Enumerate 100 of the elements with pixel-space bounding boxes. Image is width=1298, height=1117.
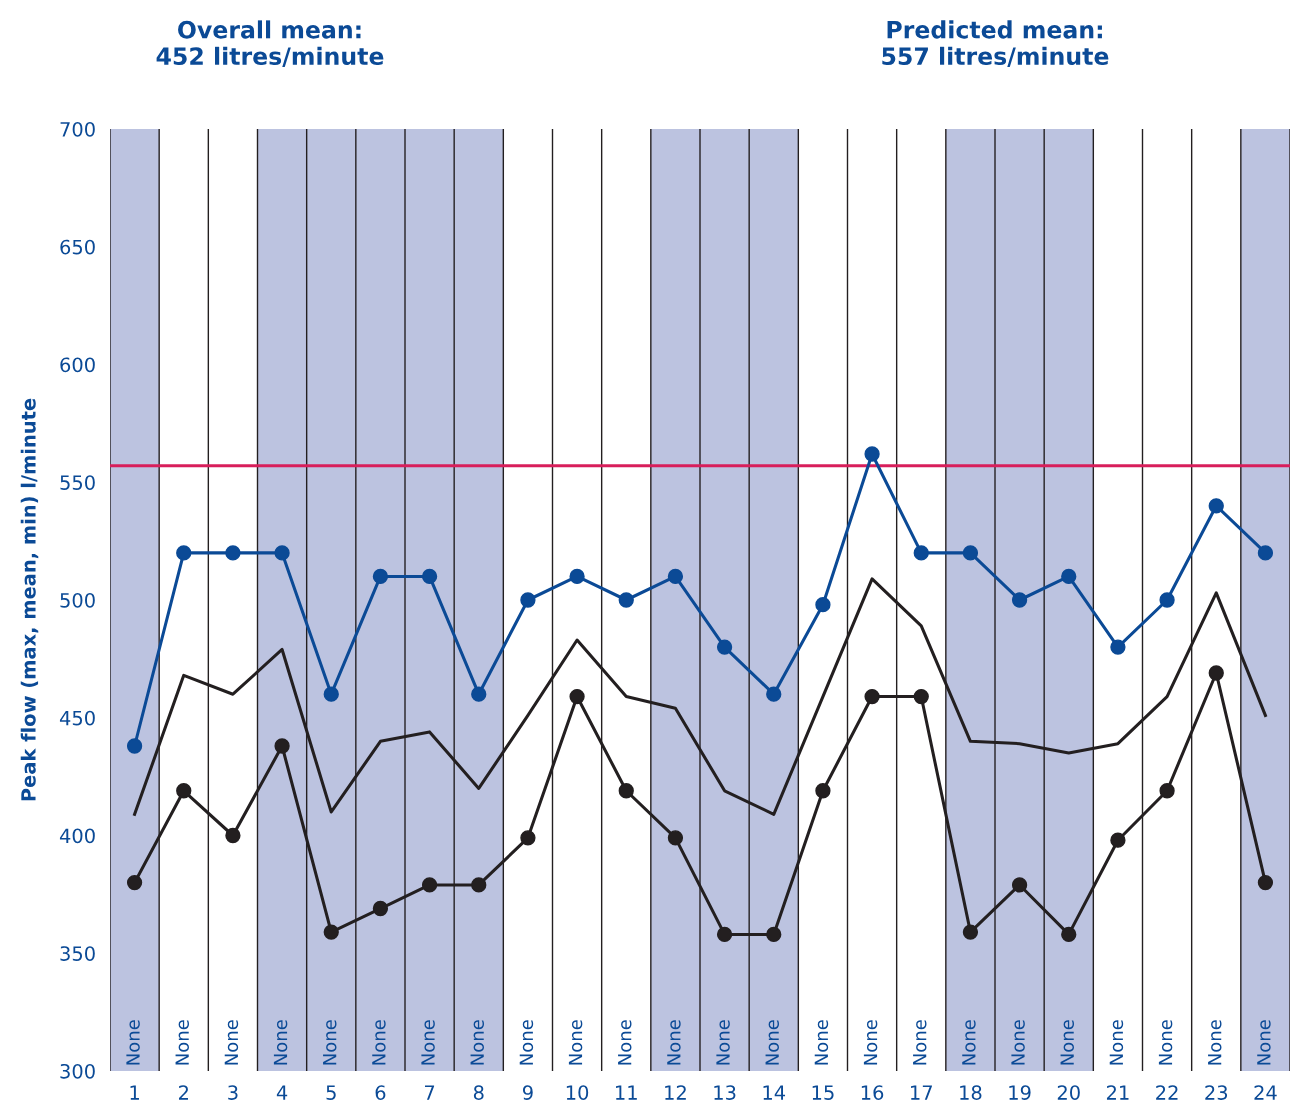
point xyxy=(1061,926,1077,943)
x-tick-label: 2 xyxy=(178,1085,188,1100)
y-tick-label: 300 xyxy=(60,1063,95,1079)
point xyxy=(815,783,831,799)
text: Predicted mean: 557 litres/minute xyxy=(882,20,1109,67)
x-tick-label: 15 xyxy=(812,1085,834,1100)
annotation: None xyxy=(519,1020,534,1065)
annotation: None xyxy=(1011,1020,1025,1065)
annotation: None xyxy=(1208,1020,1222,1065)
annotation: None xyxy=(962,1020,976,1065)
x-tick-label: 22 xyxy=(1156,1085,1178,1100)
annotation: None xyxy=(1109,1020,1124,1065)
y-tick-label: 550 xyxy=(60,475,95,490)
point xyxy=(225,827,241,844)
point xyxy=(864,688,880,705)
point xyxy=(520,592,536,608)
point xyxy=(176,545,192,561)
x-tick-label: 11 xyxy=(616,1085,637,1100)
point xyxy=(1159,783,1175,799)
x-tick-label: 3 xyxy=(228,1085,238,1100)
point xyxy=(274,545,290,561)
x-tick-label: 14 xyxy=(763,1085,786,1100)
annotation: None xyxy=(1257,1020,1271,1065)
point xyxy=(1011,592,1028,608)
point xyxy=(225,545,241,561)
y-tick-label: 700 xyxy=(60,121,95,137)
point xyxy=(913,688,929,705)
annotation: None xyxy=(814,1020,829,1065)
point xyxy=(864,446,880,462)
x-tick-label: 9 xyxy=(522,1085,533,1100)
point xyxy=(1110,639,1126,655)
point xyxy=(962,545,979,561)
point xyxy=(421,877,438,893)
x-tick-label: 13 xyxy=(714,1085,736,1100)
y-tick-label: 350 xyxy=(60,946,95,961)
point xyxy=(569,568,585,585)
y-tick-label: 450 xyxy=(59,710,95,726)
point xyxy=(126,738,143,754)
point xyxy=(716,926,733,943)
x-tick-label: 20 xyxy=(1057,1085,1080,1100)
point xyxy=(618,592,634,608)
x-tick-label: 8 xyxy=(473,1085,484,1100)
point xyxy=(1257,545,1274,561)
x-tick-label: 17 xyxy=(911,1085,932,1100)
point xyxy=(716,639,733,655)
annotation: None xyxy=(224,1020,239,1065)
x-tick-label: 6 xyxy=(375,1085,386,1100)
point xyxy=(667,568,684,585)
x-tick-label: 5 xyxy=(326,1085,336,1100)
y-tick-label: 400 xyxy=(59,828,95,844)
point xyxy=(1159,592,1175,608)
annotation: None xyxy=(372,1020,386,1065)
x-tick-label: 18 xyxy=(960,1085,982,1100)
point xyxy=(1208,498,1224,514)
point xyxy=(1011,877,1028,893)
x-tick-label: 19 xyxy=(1009,1085,1031,1100)
annotation: None xyxy=(716,1020,730,1065)
y-axis-title: Peak flow (max, mean, min) l/minute xyxy=(20,398,39,801)
point xyxy=(962,924,979,940)
point xyxy=(766,686,782,702)
x-tick-label: 16 xyxy=(861,1085,884,1100)
point xyxy=(126,874,143,891)
annotation: None xyxy=(175,1020,189,1065)
point xyxy=(569,688,585,705)
point xyxy=(471,686,487,702)
point xyxy=(1208,665,1224,681)
annotation: None xyxy=(667,1020,681,1065)
point xyxy=(323,686,339,702)
x-tick-label: 12 xyxy=(665,1085,686,1100)
y-tick-label: 650 xyxy=(60,239,95,255)
annotation: None xyxy=(470,1020,484,1065)
annotation: None xyxy=(323,1020,337,1065)
point xyxy=(421,568,438,585)
point xyxy=(323,924,339,940)
annotation: None xyxy=(913,1020,927,1065)
annotation: None xyxy=(421,1020,435,1065)
annotation: None xyxy=(1158,1020,1173,1065)
annotation: None xyxy=(765,1020,779,1065)
point xyxy=(372,568,389,585)
text: Overall mean: 452 litres/minute xyxy=(156,20,384,67)
x-tick-label: 21 xyxy=(1106,1085,1129,1100)
point xyxy=(618,783,634,799)
point xyxy=(274,738,290,754)
point xyxy=(815,597,831,613)
point xyxy=(471,877,487,893)
annotation: None xyxy=(618,1020,632,1065)
x-tick-label: 24 xyxy=(1254,1085,1277,1100)
y-tick-label: 500 xyxy=(60,592,95,608)
point xyxy=(372,900,389,917)
annotation: None xyxy=(568,1020,583,1065)
annotation: None xyxy=(126,1020,140,1065)
point xyxy=(520,830,536,846)
point xyxy=(1257,874,1274,891)
annotation: None xyxy=(863,1020,878,1065)
x-tick-label: 23 xyxy=(1205,1085,1228,1100)
annotation: None xyxy=(273,1020,288,1065)
point xyxy=(766,926,782,943)
y-tick-label: 600 xyxy=(60,357,95,373)
annotation: None xyxy=(1060,1020,1074,1065)
point xyxy=(1110,832,1126,848)
